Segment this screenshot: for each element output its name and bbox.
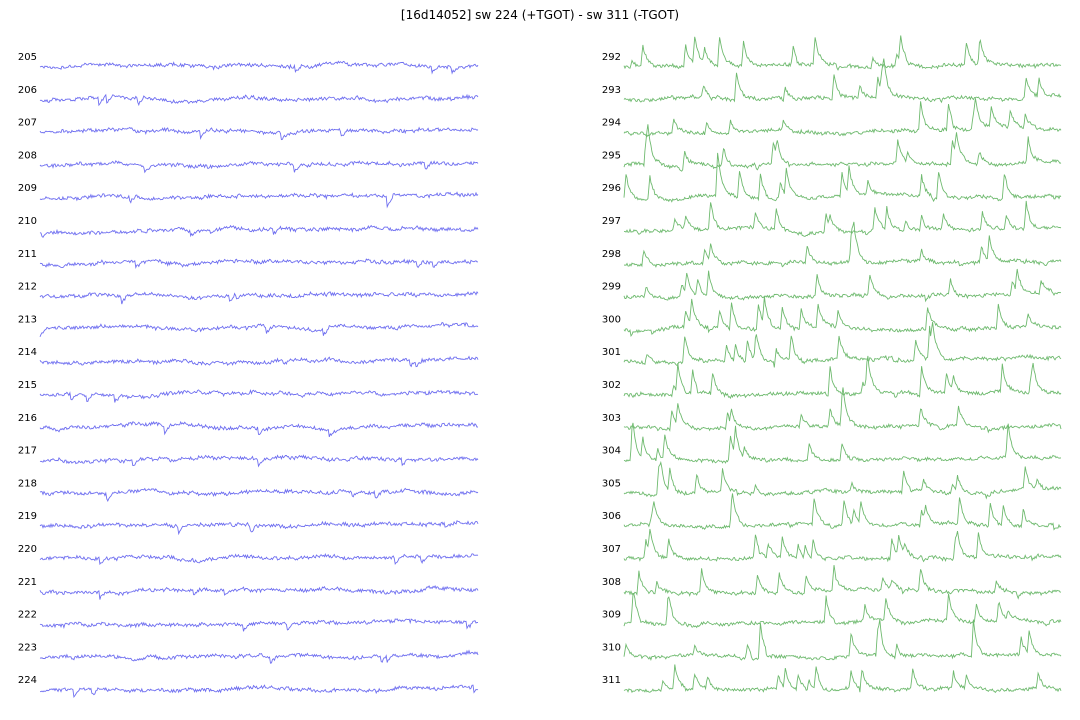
sweep-trace-304 [623,422,1062,464]
sweep-label-292: 292 [602,52,621,63]
sweep-label-294: 294 [602,118,621,129]
sweep-label-221: 221 [18,577,37,588]
sweep-label-216: 216 [18,413,37,424]
sweep-label-306: 306 [602,511,621,522]
sweep-trace-223 [39,649,479,664]
sweep-trace-311 [623,664,1062,694]
sweep-trace-220 [39,552,479,566]
sweep-trace-303 [623,387,1062,434]
sweep-trace-306 [623,493,1062,531]
sweep-trace-209 [39,191,479,209]
sweep-trace-210 [39,224,479,239]
sweep-label-311: 311 [602,675,621,686]
sweep-label-303: 303 [602,413,621,424]
sweep-trace-206 [39,93,479,107]
left-panel-tgot-plus: 205 206 207 208 209 210 211 212 213 214 215 216 217 2… [18,52,479,699]
sweep-label-220: 220 [18,544,37,555]
sweep-label-304: 304 [602,446,621,457]
sweep-trace-224 [39,684,479,699]
sweep-label-298: 298 [602,249,621,260]
sweep-trace-215 [39,388,479,403]
sweep-label-208: 208 [18,150,37,161]
sweep-label-302: 302 [602,380,621,391]
sweep-label-213: 213 [18,314,37,325]
right-panel-tgot-minus: 292 293 294 295 296 297 298 299 300 301 302 303 304 3… [602,35,1062,694]
sweep-label-301: 301 [602,347,621,358]
sweep-trace-299 [623,268,1062,303]
sweep-label-214: 214 [18,347,37,358]
sweep-trace-305 [623,460,1062,500]
sweep-trace-219 [39,520,479,536]
sweep-trace-211 [39,258,479,269]
sweep-trace-307 [623,528,1062,563]
sweep-trace-212 [39,291,479,305]
sweep-label-299: 299 [602,282,621,293]
sweep-label-224: 224 [18,675,37,686]
sweep-trace-296 [623,152,1062,203]
sweep-trace-213 [39,321,479,337]
sweep-label-210: 210 [18,216,37,227]
chart-title: [16d14052] sw 224 (+TGOT) - sw 311 (-TGO… [400,8,680,22]
sweep-trace-310 [623,619,1062,662]
sweep-label-207: 207 [18,118,37,129]
sweep-label-308: 308 [602,577,621,588]
sweep-label-307: 307 [602,544,621,555]
sweep-label-217: 217 [18,446,37,457]
sweep-label-293: 293 [602,85,621,96]
sweep-label-206: 206 [18,85,37,96]
sweep-label-297: 297 [602,216,621,227]
sweep-trace-216 [39,420,479,438]
sweep-trace-292 [623,35,1062,71]
sweep-trace-208 [39,160,479,174]
sweep-label-219: 219 [18,511,37,522]
sweep-label-295: 295 [602,150,621,161]
sweep-trace-214 [39,355,479,368]
sweep-trace-308 [623,565,1062,600]
sweep-trace-295 [623,124,1062,172]
sweep-trace-298 [623,221,1062,268]
sweep-trace-300 [623,296,1062,338]
sweep-label-223: 223 [18,642,37,653]
sweep-label-212: 212 [18,282,37,293]
sweep-label-300: 300 [602,314,621,325]
sweep-label-305: 305 [602,478,621,489]
sweep-label-205: 205 [18,52,37,63]
sweep-trace-222 [39,618,479,632]
sweep-trace-205 [39,60,479,75]
sweep-label-218: 218 [18,478,37,489]
sweep-label-310: 310 [602,642,621,653]
sweep-label-211: 211 [18,249,37,260]
sweep-trace-207 [39,126,479,141]
sweep-label-215: 215 [18,380,37,391]
sweep-trace-221 [39,585,479,600]
sweep-trace-294 [623,98,1062,138]
sweep-trace-217 [39,454,479,468]
sweep-trace-218 [39,487,479,502]
sweep-trace-293 [623,58,1062,104]
sweep-label-209: 209 [18,183,37,194]
sweep-label-309: 309 [602,610,621,621]
sweep-trace-309 [623,592,1062,629]
sweep-trace-297 [624,200,1062,237]
sweep-label-222: 222 [18,610,37,621]
sweep-label-296: 296 [602,183,621,194]
sweep-trace-301 [623,322,1062,368]
